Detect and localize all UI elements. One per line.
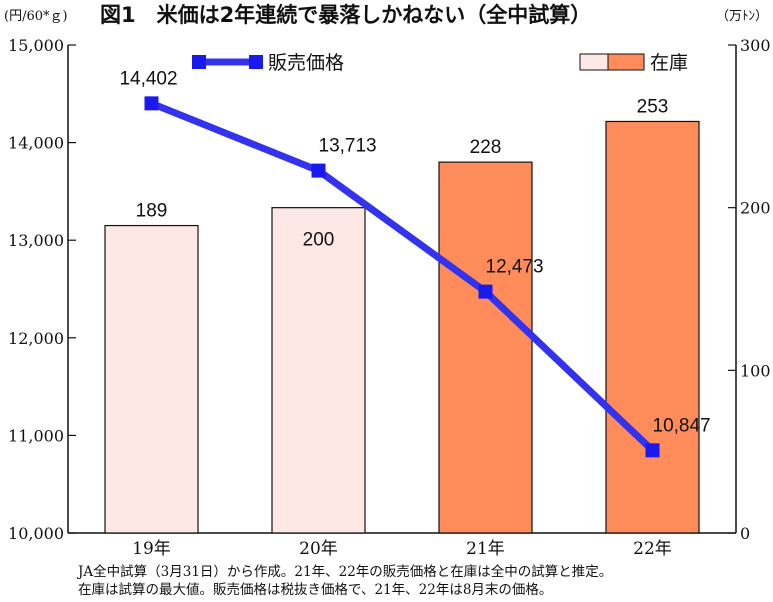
legend-price-label: 販売価格 — [268, 52, 344, 74]
price-point — [645, 443, 660, 458]
stock-bar — [271, 207, 366, 534]
right-tick-label: 0 — [740, 524, 750, 543]
price-point-label: 12,473 — [486, 257, 544, 278]
left-tick-label: 14,000 — [8, 134, 64, 153]
price-point-label: 14,402 — [119, 68, 177, 89]
stock-bar — [605, 120, 700, 534]
left-tick-label: 12,000 — [8, 329, 64, 348]
legend-line-marker — [249, 55, 263, 69]
right-axis-unit: （万ﾄﾝ） — [716, 9, 768, 24]
footnote-2: 在庫は試算の最大値。販売価格は税抜き価格で、21年、22年は8月末の価格。 — [78, 582, 553, 598]
stock-bar-label: 228 — [470, 137, 502, 158]
footnote-1: JA全中試算（3月31日）から作成。21年、22年の販売価格と在庫は全中の試算と… — [78, 564, 613, 580]
x-tick-label: 21年 — [466, 539, 505, 559]
right-tick-label: 100 — [740, 361, 771, 380]
price-point — [144, 96, 159, 111]
x-tick-label: 20年 — [299, 539, 338, 559]
price-point — [478, 284, 493, 299]
chart-title: 図1 米価は2年連続で暴落しかねない（全中試算） — [100, 3, 591, 27]
stock-bar-label: 200 — [303, 230, 335, 251]
left-tick-label: 10,000 — [8, 524, 64, 543]
left-tick-label: 11,000 — [8, 426, 64, 445]
chart: 図1 米価は2年連続で暴落しかねない（全中試算） (円/60*ｇ) （万ﾄﾝ） … — [4, 3, 771, 559]
right-tick-label: 200 — [740, 199, 771, 218]
x-tick-label: 19年 — [132, 539, 171, 559]
price-point-label: 10,847 — [653, 415, 711, 436]
left-tick-label: 15,000 — [8, 36, 64, 55]
left-tick-label: 13,000 — [8, 231, 64, 250]
legend: 販売価格 在庫 — [192, 52, 688, 74]
price-series-line — [150, 100, 655, 453]
price-point — [311, 163, 326, 178]
right-tick-label: 300 — [740, 36, 771, 55]
stock-bar-label: 253 — [637, 96, 669, 117]
legend-bar-swatch-light — [579, 53, 609, 71]
axes: 10,000 11,000 12,000 13,000 14,000 15,000 0 100… — [8, 36, 771, 559]
stock-bar-label: 189 — [136, 201, 168, 222]
bars: 189 200 228 253 — [104, 96, 700, 534]
price-point-label: 13,713 — [319, 136, 377, 157]
stock-bar — [438, 161, 533, 534]
legend-line-marker — [192, 55, 206, 69]
stock-bar — [104, 224, 199, 534]
x-tick-label: 22年 — [633, 539, 672, 559]
legend-stock-label: 在庫 — [650, 52, 688, 74]
legend-bar-swatch-dark — [607, 53, 645, 71]
price-line: 14,402 13,713 12,473 10,847 — [119, 68, 711, 458]
left-axis-unit: (円/60*ｇ) — [4, 9, 68, 24]
